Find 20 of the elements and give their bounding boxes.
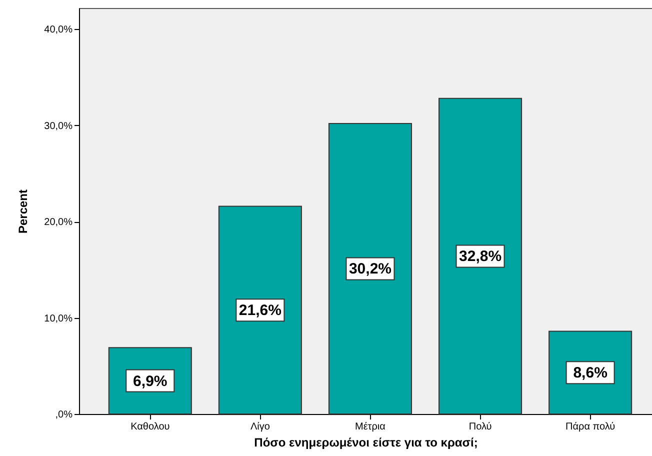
bar [218, 206, 302, 414]
x-tick-label: Λίγο [250, 422, 270, 432]
bar [438, 98, 522, 414]
x-tick-label: Καθολου [130, 422, 170, 432]
y-tick-label: ,0% [55, 410, 73, 420]
bar [328, 122, 412, 414]
y-tick-label: 40,0% [44, 24, 73, 36]
x-tick-label: Μέτρια [355, 422, 386, 432]
y-tick-label: 10,0% [44, 313, 73, 324]
y-tick-label: 30,0% [44, 120, 73, 132]
x-tick-label: Πολύ [468, 422, 492, 432]
x-axis-title: Πόσο ενημερωμένοι είστε για το κρασί; [254, 436, 478, 450]
x-tick-label: Πάρα πολύ [566, 422, 616, 432]
data-label: 8,6% [573, 364, 608, 382]
data-label: 30,2% [348, 260, 392, 278]
y-axis-title: Percent [16, 189, 30, 234]
data-label: 6,9% [133, 372, 168, 390]
data-label: 32,8% [458, 248, 502, 266]
y-tick-label: 20,0% [44, 217, 73, 228]
data-label: 21,6% [238, 302, 282, 320]
